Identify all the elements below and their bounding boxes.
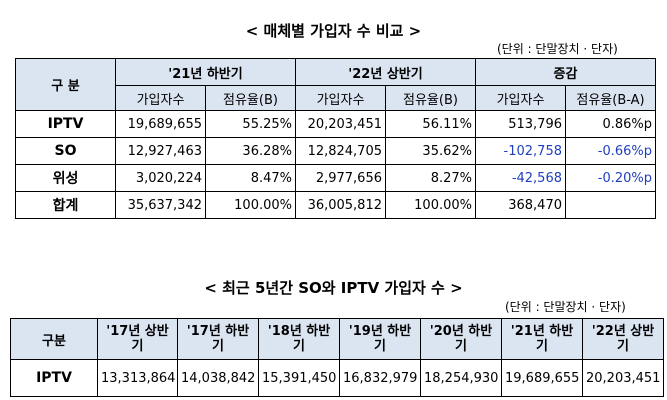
cell-change-share: -0.66%p xyxy=(564,137,657,165)
row-label: IPTV xyxy=(15,110,116,138)
cell-change: 368,470 xyxy=(475,191,566,219)
cell-value: 19,689,655 xyxy=(501,359,583,397)
table-row: 위성 3,020,224 8.47% 2,977,656 8.27% -42,5… xyxy=(15,164,657,192)
cell-share: 8.47% xyxy=(205,164,296,192)
period-header: '18년 하반기 xyxy=(258,318,340,360)
table-row: IPTV 13,313,864 14,038,842 15,391,450 16… xyxy=(10,359,664,397)
period-header: '17년 상반기 xyxy=(97,318,178,360)
cell-value: 20,203,451 xyxy=(295,110,386,138)
group-header: 구분 xyxy=(10,318,98,360)
period-header: '22년 상반기 xyxy=(295,58,476,86)
period-header: '17년 하반기 xyxy=(177,318,259,360)
cell-value: 3,020,224 xyxy=(115,164,206,192)
subcol-header: 가입자수 xyxy=(115,85,206,111)
cell-share: 36.28% xyxy=(205,137,296,165)
subcol-header: 점유율(B) xyxy=(205,85,296,111)
cell-value: 16,832,979 xyxy=(339,359,421,397)
cell-share: 56.11% xyxy=(385,110,476,138)
cell-value: 35,637,342 xyxy=(115,191,206,219)
row-label: 위성 xyxy=(15,164,116,192)
period-header: '21년 하반기 xyxy=(501,318,583,360)
cell-value: 12,927,463 xyxy=(115,137,206,165)
cell-value: 15,391,450 xyxy=(258,359,340,397)
table2-header-row: 구분 '17년 상반기 '17년 하반기 '18년 하반기 '19년 하반기 '… xyxy=(10,318,664,360)
cell-value: 12,824,705 xyxy=(295,137,386,165)
subscriber-comparison-table: 구 분 '21년 하반기 '22년 상반기 증감 가입자수 점유율(B) 가입자… xyxy=(15,58,657,219)
cell-share: 100.00% xyxy=(205,191,296,219)
row-label: SO xyxy=(15,137,116,165)
cell-value: 13,313,864 xyxy=(97,359,178,397)
row-label: 합계 xyxy=(15,191,116,219)
table1-title: < 매체별 가입자 수 비교 > xyxy=(245,22,422,40)
row-label: IPTV xyxy=(10,359,98,397)
group-header: 구 분 xyxy=(15,58,116,111)
table-row-total: 합계 35,637,342 100.00% 36,005,812 100.00%… xyxy=(15,191,657,219)
change-header: 증감 xyxy=(474,58,657,86)
cell-value: 36,005,812 xyxy=(295,191,386,219)
cell-value: 18,254,930 xyxy=(420,359,502,397)
five-year-subscriber-table: 구분 '17년 상반기 '17년 하반기 '18년 하반기 '19년 하반기 '… xyxy=(10,318,664,397)
cell-value: 19,689,655 xyxy=(115,110,206,138)
cell-change-share: -0.20%p xyxy=(564,164,657,192)
cell-change-share: 0.86%p xyxy=(564,110,657,138)
table-row: SO 12,927,463 36.28% 12,824,705 35.62% -… xyxy=(15,137,657,165)
cell-value: 20,203,451 xyxy=(582,359,664,397)
cell-share: 100.00% xyxy=(385,191,476,219)
subcol-header: 가입자수 xyxy=(475,85,566,111)
cell-value: 2,977,656 xyxy=(295,164,386,192)
cell-change: -42,568 xyxy=(475,164,566,192)
subcol-header: 가입자수 xyxy=(295,85,386,111)
table1-unit: (단위 : 단말장치 · 단자) xyxy=(497,42,618,56)
period-header: '21년 하반기 xyxy=(115,58,296,86)
table-row: IPTV 19,689,655 55.25% 20,203,451 56.11%… xyxy=(15,110,657,138)
cell-change-share xyxy=(564,191,657,219)
period-header: '20년 하반기 xyxy=(420,318,502,360)
table1-header-row: 구 분 '21년 하반기 '22년 상반기 증감 xyxy=(15,58,657,111)
table2-title: < 최근 5년간 SO와 IPTV 가입자 수 > xyxy=(204,279,463,297)
subcol-header: 점유율(B-A) xyxy=(564,85,657,111)
table1-subheader-row: 가입자수 점유율(B) 가입자수 점유율(B) 가입자수 점유율(B-A) xyxy=(16,85,657,111)
cell-value: 14,038,842 xyxy=(177,359,259,397)
cell-share: 8.27% xyxy=(385,164,476,192)
cell-share: 35.62% xyxy=(385,137,476,165)
cell-change: -102,758 xyxy=(475,137,566,165)
cell-share: 55.25% xyxy=(205,110,296,138)
cell-change: 513,796 xyxy=(475,110,566,138)
subcol-header: 점유율(B) xyxy=(385,85,476,111)
period-header: '22년 상반기 xyxy=(582,318,664,360)
table2-unit: (단위 : 단말장치 · 단자) xyxy=(505,300,626,314)
period-header: '19년 하반기 xyxy=(339,318,421,360)
